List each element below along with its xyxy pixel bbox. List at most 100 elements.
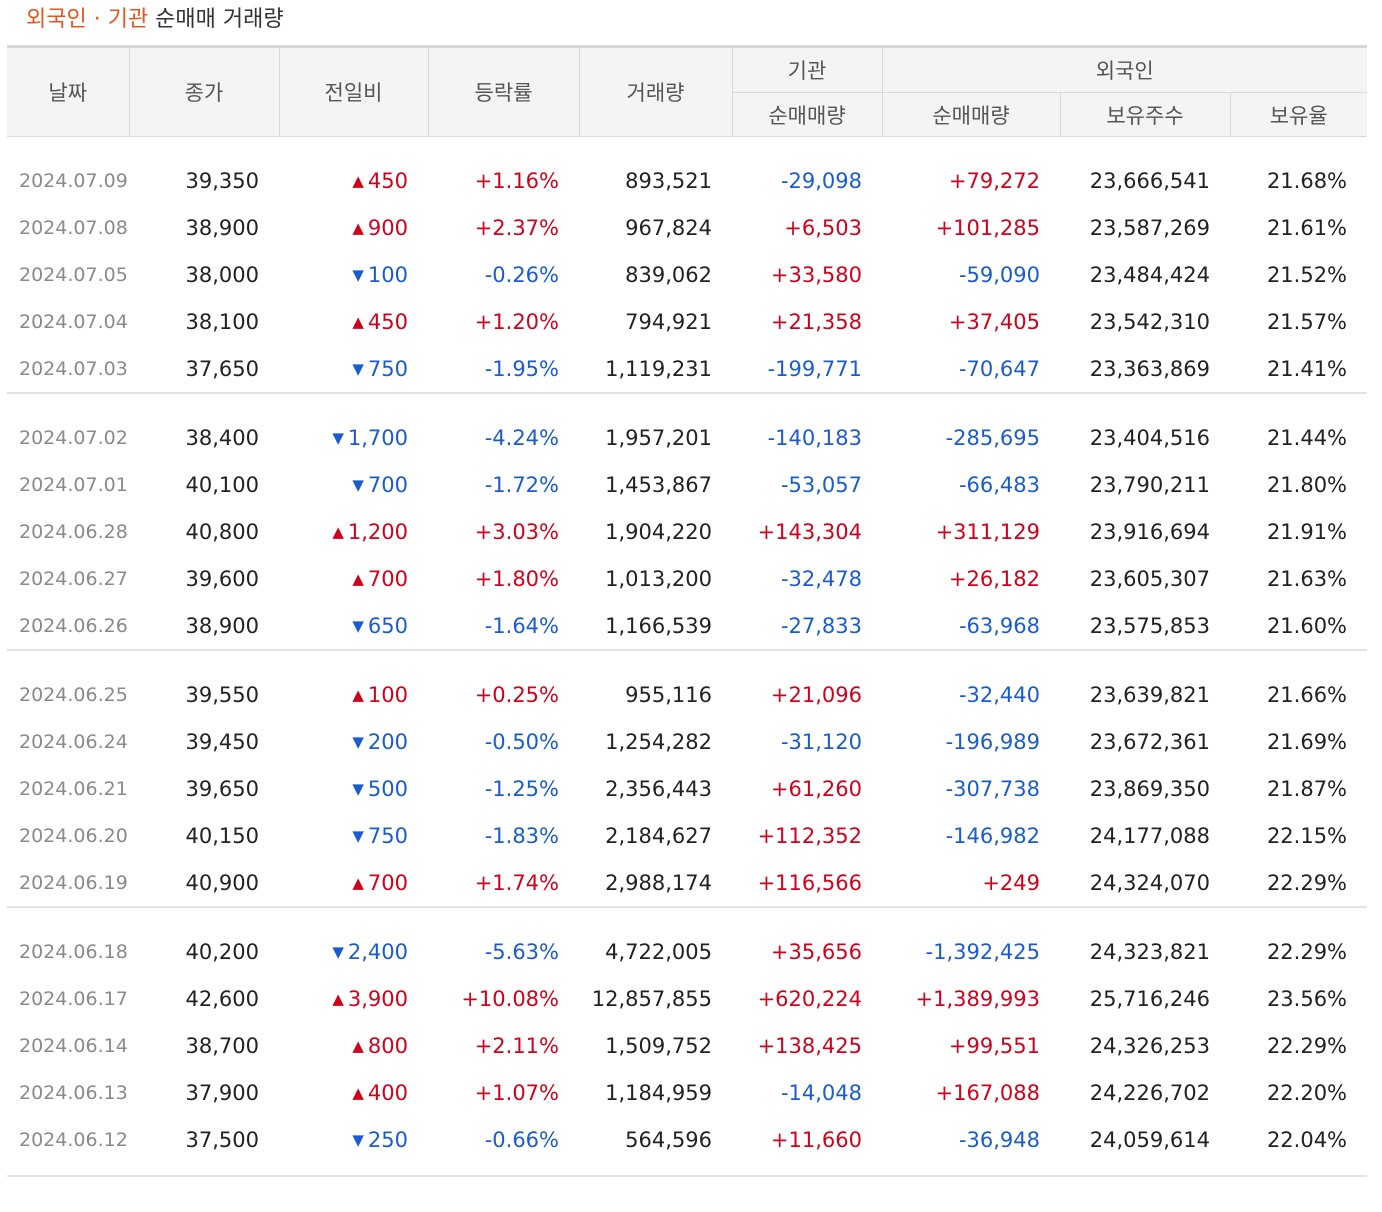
cell-rate: -1.83% bbox=[484, 823, 559, 848]
table-row: 2024.06.19 40,900 ▲ 700 +1.74% 2,988,174 +116,… bbox=[7, 859, 1367, 907]
cell-rate: +1.16% bbox=[474, 168, 559, 193]
cell-foreign-net: -285,695 bbox=[945, 425, 1040, 450]
cell-change-value: 450 bbox=[367, 309, 408, 334]
cell-date: 2024.07.08 bbox=[19, 216, 128, 239]
cell-change: ▲ 3,900 bbox=[279, 975, 428, 1022]
cell-foreign-ratio: 22.29% bbox=[1266, 870, 1348, 895]
cell-foreign-holding: 23,404,516 bbox=[1089, 425, 1210, 450]
cell-volume: 1,254,282 bbox=[605, 729, 712, 754]
arrow-up-icon: ▲ bbox=[352, 569, 364, 588]
cell-close: 37,500 bbox=[185, 1127, 259, 1152]
cell-volume: 564,596 bbox=[625, 1127, 712, 1152]
arrow-up-icon: ▲ bbox=[352, 218, 364, 237]
cell-volume: 1,957,201 bbox=[605, 425, 712, 450]
investor-trading-table: 날짜 종가 전일비 등락률 거래량 기관 외국인 순매매량 순매매량 보유주수 … bbox=[7, 45, 1368, 1177]
cell-foreign-holding: 24,059,614 bbox=[1089, 1127, 1210, 1152]
cell-rate: +3.03% bbox=[474, 519, 559, 544]
header-change: 전일비 bbox=[279, 45, 429, 137]
table-row: 2024.06.12 37,500 ▼ 250 -0.66% 564,596 +11,660… bbox=[7, 1116, 1367, 1163]
cell-rate: -5.63% bbox=[484, 939, 559, 964]
cell-foreign-holding: 23,869,350 bbox=[1089, 776, 1210, 801]
cell-change-value: 650 bbox=[367, 613, 408, 638]
cell-foreign-ratio: 21.80% bbox=[1266, 472, 1348, 497]
cell-close: 39,650 bbox=[185, 776, 259, 801]
cell-foreign-holding: 24,324,070 bbox=[1089, 870, 1210, 895]
cell-change: ▲ 1,200 bbox=[279, 508, 428, 555]
cell-volume: 2,356,443 bbox=[605, 776, 712, 801]
cell-change-value: 700 bbox=[367, 566, 408, 591]
table-row: 2024.07.02 38,400 ▼ 1,700 -4.24% 1,957,201 -14… bbox=[7, 414, 1367, 461]
cell-foreign-net: -307,738 bbox=[945, 776, 1040, 801]
cell-date: 2024.07.04 bbox=[19, 310, 128, 333]
header-institution-group: 기관 bbox=[732, 45, 883, 93]
cell-foreign-net: +311,129 bbox=[935, 519, 1040, 544]
cell-foreign-ratio: 22.15% bbox=[1266, 823, 1348, 848]
cell-foreign-net: +99,551 bbox=[948, 1033, 1040, 1058]
cell-inst-net: -31,120 bbox=[780, 729, 862, 754]
cell-foreign-holding: 23,605,307 bbox=[1089, 566, 1210, 591]
cell-rate: +1.80% bbox=[474, 566, 559, 591]
cell-foreign-net: +249 bbox=[982, 870, 1040, 895]
cell-volume: 1,453,867 bbox=[605, 472, 712, 497]
cell-foreign-net: -146,982 bbox=[945, 823, 1040, 848]
cell-inst-net: +116,566 bbox=[757, 870, 862, 895]
cell-close: 39,450 bbox=[185, 729, 259, 754]
cell-change-value: 100 bbox=[367, 262, 408, 287]
group-spacer bbox=[7, 908, 1367, 928]
cell-change-value: 900 bbox=[367, 215, 408, 240]
cell-foreign-ratio: 23.56% bbox=[1266, 986, 1348, 1011]
cell-foreign-net: +101,285 bbox=[935, 215, 1040, 240]
arrow-down-icon: ▼ bbox=[352, 475, 364, 494]
cell-inst-net: -27,833 bbox=[780, 613, 862, 638]
cell-foreign-ratio: 22.29% bbox=[1266, 1033, 1348, 1058]
cell-date: 2024.06.18 bbox=[19, 940, 128, 963]
cell-change: ▼ 1,700 bbox=[279, 414, 428, 461]
cell-rate: +1.20% bbox=[474, 309, 559, 334]
cell-date: 2024.06.26 bbox=[19, 614, 128, 637]
cell-change-value: 2,400 bbox=[347, 939, 408, 964]
header-date: 날짜 bbox=[7, 45, 130, 137]
cell-change-value: 750 bbox=[367, 356, 408, 381]
table-bottom-border bbox=[7, 1163, 1368, 1177]
cell-foreign-ratio: 21.68% bbox=[1266, 168, 1348, 193]
cell-foreign-holding: 23,484,424 bbox=[1089, 262, 1210, 287]
cell-date: 2024.06.28 bbox=[19, 520, 128, 543]
cell-rate: -1.64% bbox=[484, 613, 559, 638]
table-row: 2024.07.05 38,000 ▼ 100 -0.26% 839,062 +33,580… bbox=[7, 251, 1367, 298]
cell-date: 2024.06.14 bbox=[19, 1034, 128, 1057]
cell-date: 2024.07.02 bbox=[19, 426, 128, 449]
cell-foreign-net: -32,440 bbox=[958, 682, 1040, 707]
arrow-up-icon: ▲ bbox=[352, 1036, 364, 1055]
cell-foreign-holding: 23,587,269 bbox=[1089, 215, 1210, 240]
cell-foreign-net: -66,483 bbox=[958, 472, 1040, 497]
table-row: 2024.06.21 39,650 ▼ 500 -1.25% 2,356,443 +61,2… bbox=[7, 765, 1367, 812]
cell-rate: -1.25% bbox=[484, 776, 559, 801]
cell-change-value: 700 bbox=[367, 870, 408, 895]
cell-foreign-holding: 24,323,821 bbox=[1089, 939, 1210, 964]
cell-change: ▼ 100 bbox=[279, 251, 428, 298]
cell-inst-net: +21,358 bbox=[770, 309, 862, 334]
table-row: 2024.07.01 40,100 ▼ 700 -1.72% 1,453,867 -53,0… bbox=[7, 461, 1367, 508]
cell-close: 39,600 bbox=[185, 566, 259, 591]
cell-rate: -0.66% bbox=[484, 1127, 559, 1152]
cell-change: ▼ 500 bbox=[279, 765, 428, 812]
cell-volume: 2,184,627 bbox=[605, 823, 712, 848]
section-title-rest: 순매매 거래량 bbox=[148, 7, 284, 32]
cell-rate: -1.72% bbox=[484, 472, 559, 497]
cell-foreign-ratio: 21.66% bbox=[1266, 682, 1348, 707]
arrow-up-icon: ▲ bbox=[352, 312, 364, 331]
cell-inst-net: +620,224 bbox=[757, 986, 862, 1011]
group-spacer bbox=[7, 137, 1367, 158]
cell-foreign-net: +37,405 bbox=[948, 309, 1040, 334]
cell-change: ▼ 700 bbox=[279, 461, 428, 508]
table-row: 2024.06.17 42,600 ▲ 3,900 +10.08% 12,857,855 +… bbox=[7, 975, 1367, 1022]
cell-close: 38,900 bbox=[185, 215, 259, 240]
cell-date: 2024.06.12 bbox=[19, 1128, 128, 1151]
table-row: 2024.06.13 37,900 ▲ 400 +1.07% 1,184,959 -14,0… bbox=[7, 1069, 1367, 1116]
cell-foreign-ratio: 22.04% bbox=[1266, 1127, 1348, 1152]
cell-change: ▲ 450 bbox=[279, 157, 428, 204]
cell-rate: +10.08% bbox=[461, 986, 559, 1011]
cell-foreign-holding: 23,639,821 bbox=[1089, 682, 1210, 707]
cell-change-value: 800 bbox=[367, 1033, 408, 1058]
